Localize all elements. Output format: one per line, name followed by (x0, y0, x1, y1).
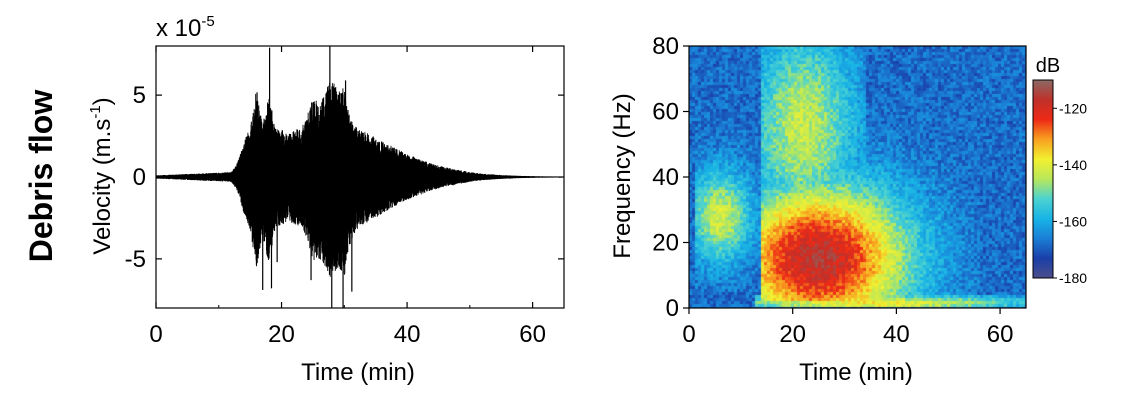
colorbar-tick-label: -180 (1059, 270, 1087, 286)
y-tick-label: -5 (125, 246, 146, 273)
waveform-group (156, 46, 564, 308)
y-tick-label: 80 (652, 33, 679, 60)
waveform-trace (156, 82, 564, 277)
x-tick-label: 60 (519, 321, 546, 348)
colorbar-tick-label: -140 (1059, 157, 1087, 173)
y-tick-label: 60 (652, 99, 679, 126)
x-tick-label: 40 (883, 321, 910, 348)
y-axis-label-sup: -1 (87, 105, 104, 118)
x-axis-label: Time (min) (301, 359, 415, 386)
colorbar (1032, 79, 1054, 279)
y-tick-label: 0 (666, 295, 679, 322)
spectrogram-chart: Frequency (Hz) Time (min) dB 0 20 40 60 0 20 4… (609, 33, 1087, 386)
y-tick-label: 0 (133, 164, 146, 191)
x-tick-label: 0 (149, 321, 162, 348)
x-axis-label: Time (min) (799, 359, 913, 386)
x-tick-label: 20 (779, 321, 806, 348)
spectrogram-image (689, 46, 1026, 308)
velocity-chart: x 10-5 Velocity (m.s-1) Time (min) 0 20 40… (87, 13, 565, 386)
colorbar-tick-label: -160 (1059, 213, 1087, 229)
colorbar-tick-label: -120 (1059, 100, 1087, 116)
y-exponent-label: x 10-5 (156, 13, 215, 42)
x-tick-label: 0 (682, 321, 695, 348)
x-tick-label: 20 (268, 321, 295, 348)
y-exponent-sup: -5 (201, 13, 214, 30)
y-exponent-base: x 10 (156, 15, 201, 42)
y-axis-label: Velocity (m.s-1) (87, 97, 116, 254)
y-tick-label: 40 (652, 164, 679, 191)
y-tick-label: 20 (652, 230, 679, 257)
y-axis-label: Frequency (Hz) (609, 93, 636, 258)
y-axis-label-text: Velocity (m.s (89, 119, 116, 255)
spectrogram-canvas (689, 46, 1026, 308)
row-label: Debris flow (23, 90, 59, 263)
y-axis-label-close: ) (89, 97, 116, 105)
x-tick-label: 60 (987, 321, 1014, 348)
colorbar-label: dB (1036, 55, 1060, 77)
y-tick-label: 5 (133, 82, 146, 109)
x-tick-label: 40 (394, 321, 421, 348)
